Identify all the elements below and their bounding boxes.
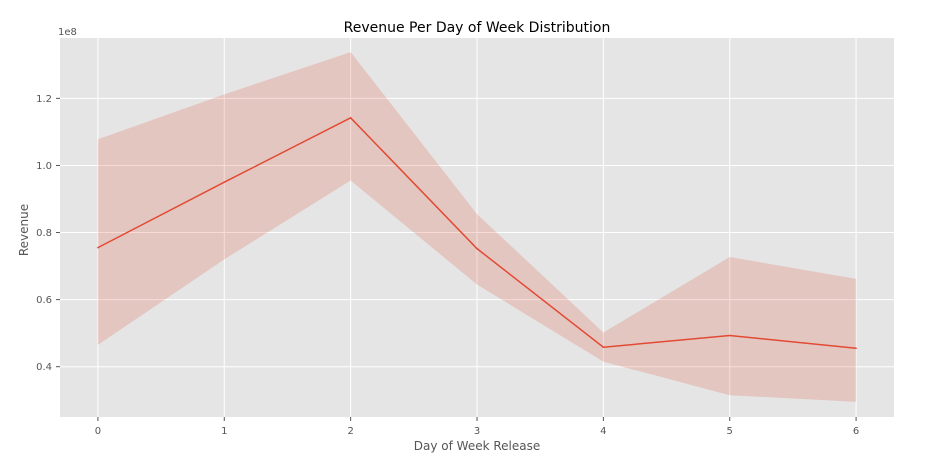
confidence-band-group [97,52,857,402]
y-tick-label: 1.0 [36,161,52,172]
data-point [728,334,731,337]
data-point [97,246,99,249]
x-axis-label: Day of Week Release [414,439,540,453]
y-ticks: 0.4 0.6 0.8 1.0 1.2 [36,94,60,373]
chart-title: Revenue Per Day of Week Distribution [344,20,611,36]
y-tick-label: 0.8 [36,228,52,239]
x-tick-label: 2 [347,426,353,437]
x-tick-label: 6 [853,426,859,437]
data-point [349,117,352,119]
x-tick-label: 1 [221,426,227,437]
data-point [602,346,605,349]
x-tick-label: 3 [474,426,480,437]
data-point [223,181,226,184]
grid [60,38,894,417]
y-tick-label: 0.4 [36,362,52,373]
x-ticks: 0 1 2 3 4 5 6 [95,417,859,437]
data-point [476,247,478,250]
y-tick-label: 0.6 [36,295,52,306]
series-line-group [97,116,857,350]
y-tick-label: 1.2 [36,94,52,105]
x-tick-label: 4 [600,426,606,437]
data-point [855,347,857,350]
confidence-band [97,52,857,402]
y-axis-label: Revenue [17,204,31,256]
x-tick-label: 0 [95,426,101,437]
y-offset-label: 1e8 [58,27,77,38]
x-tick-label: 5 [727,426,733,437]
